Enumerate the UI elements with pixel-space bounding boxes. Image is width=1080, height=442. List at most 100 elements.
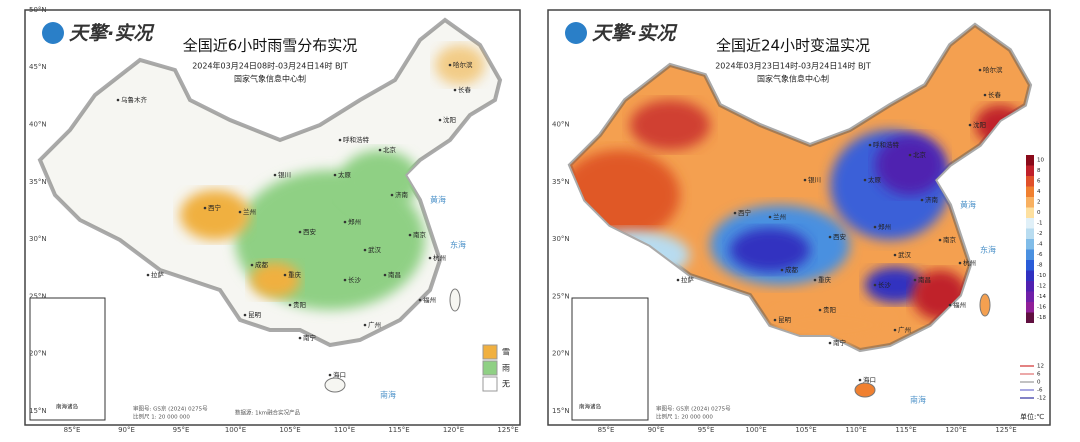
city-dot [438, 118, 442, 122]
city-dot [768, 215, 772, 219]
city-label: 南宁 [833, 338, 847, 347]
city-label: 成都 [785, 265, 799, 274]
legend-swatch [1026, 312, 1034, 323]
city-dot [813, 278, 817, 282]
lat-label: 30°N [29, 235, 47, 243]
city-label: 武汉 [368, 245, 382, 254]
city-label: 哈尔滨 [453, 60, 473, 69]
city-label: 济南 [925, 195, 939, 204]
legend-swatch [482, 376, 498, 392]
lon-label: 110°E [845, 426, 866, 434]
inset-label: 南海诸岛 [56, 403, 79, 411]
legend-label: -10 [1037, 273, 1046, 279]
city-label: 西安 [303, 227, 317, 236]
lon-label: 115°E [388, 426, 409, 434]
city-dot [298, 230, 302, 234]
city-label: 济南 [395, 190, 409, 199]
lon-label: 100°E [745, 426, 766, 434]
footer: 比例尺 1: 20 000 000 [133, 413, 190, 421]
city-label: 广州 [898, 325, 911, 334]
city-dot [378, 148, 382, 152]
legend-swatch [1026, 186, 1034, 197]
legend-label: 8 [1037, 168, 1041, 174]
inset-label: 南海诸岛 [579, 403, 602, 411]
legend-swatch [1026, 249, 1034, 260]
city-label: 长春 [458, 85, 472, 94]
lon-label: 105°E [279, 426, 300, 434]
city-dot [868, 143, 872, 147]
city-label: 郑州 [878, 223, 891, 231]
line-legend-label: 6 [1037, 372, 1041, 378]
city-dot [913, 278, 917, 282]
legend-swatch [1026, 228, 1034, 239]
inset-box [29, 297, 106, 421]
city-label: 长沙 [878, 280, 892, 289]
lon-label: 85°E [64, 426, 81, 434]
city-dot [828, 235, 832, 239]
producer: 国家气象信息中心制 [234, 74, 306, 84]
city-label: 昆明 [778, 316, 792, 324]
producer: 国家气象信息中心制 [757, 74, 829, 84]
legend-swatch [482, 360, 498, 376]
city-dot [828, 341, 832, 345]
city-label: 西宁 [738, 208, 752, 217]
city-label: 重庆 [288, 270, 302, 279]
city-label: 福州 [423, 295, 436, 304]
city-label: 拉萨 [151, 270, 165, 279]
city-label: 沈阳 [973, 120, 986, 129]
city-dot [418, 298, 422, 302]
city-label: 沈阳 [443, 115, 456, 124]
city-label: 呼和浩特 [343, 135, 370, 144]
city-label: 兰州 [243, 207, 256, 216]
lat-label: 25°N [29, 292, 47, 300]
lat-label: 15°N [552, 407, 570, 415]
city-dot [288, 303, 292, 307]
city-label: 南京 [943, 235, 957, 244]
city-dot [983, 93, 987, 97]
city-dot [343, 278, 347, 282]
legend-label: -8 [1037, 263, 1043, 269]
city-dot [116, 98, 120, 102]
legend-swatch [1026, 218, 1034, 229]
legend-label: 0 [1037, 210, 1041, 216]
city-label: 南宁 [303, 333, 317, 342]
city-label: 海口 [863, 375, 876, 384]
city-dot [920, 198, 924, 202]
city-label: 重庆 [818, 275, 832, 284]
city-label: 武汉 [898, 250, 912, 259]
city-dot [390, 193, 394, 197]
city-dot [146, 273, 150, 277]
city-dot [250, 263, 254, 267]
city-dot [338, 138, 342, 142]
city-label: 福州 [953, 300, 966, 309]
sea-label: 黄海 [960, 200, 976, 210]
legend-label: -18 [1037, 315, 1046, 321]
legend-swatch [1026, 302, 1034, 313]
city-dot [238, 210, 242, 214]
legend-label: -16 [1037, 305, 1046, 311]
city-dot [283, 273, 287, 277]
legend-swatch [1026, 281, 1034, 292]
title: 全国近24小时变温实况 [716, 37, 870, 55]
legend-swatch [1026, 260, 1034, 271]
lat-label: 40°N [29, 121, 47, 129]
city-label: 哈尔滨 [983, 65, 1003, 74]
city-dot [408, 233, 412, 237]
legend-swatch [1026, 270, 1034, 281]
city-label: 南京 [413, 230, 427, 239]
city-dot [383, 273, 387, 277]
city-label: 成都 [255, 260, 269, 269]
footer: 审图号: GS京 (2024) 0275号 [656, 405, 731, 413]
legend-swatch [1026, 291, 1034, 302]
city-dot [453, 88, 457, 92]
city-label: 杭州 [963, 258, 976, 267]
footer: 比例尺 1: 20 000 000 [656, 413, 713, 421]
logo: 天擎·实况 [592, 23, 678, 45]
city-label: 呼和浩特 [873, 140, 900, 149]
sea-label: 东海 [450, 240, 466, 250]
footer: 审图号: GS京 (2024) 0275号 [133, 405, 208, 413]
lat-label: 20°N [552, 350, 570, 358]
legend-swatch [482, 344, 498, 360]
lat-label: 45°N [29, 63, 47, 71]
